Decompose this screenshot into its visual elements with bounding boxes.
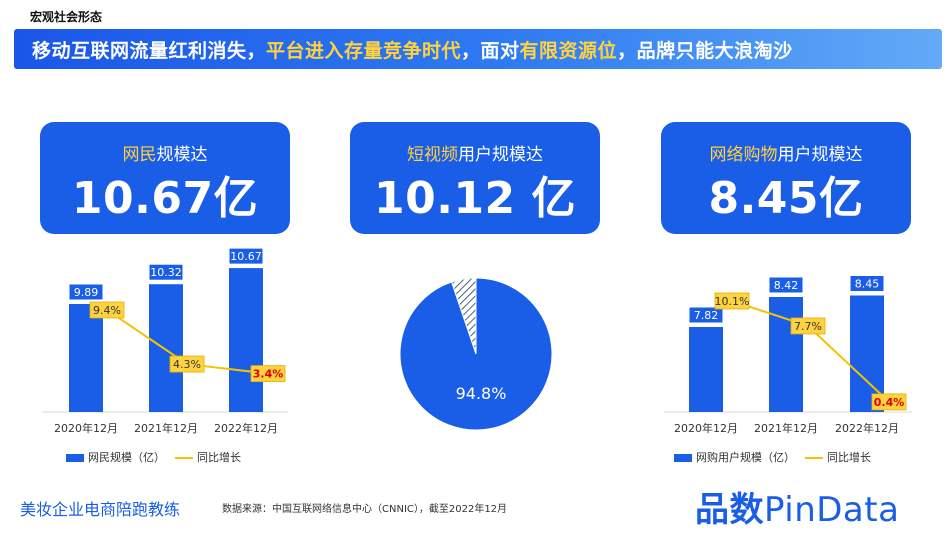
bar [69,304,103,412]
legend-bar-swatch [674,454,692,462]
x-tick-label: 2022年12月 [214,421,278,435]
legend-left: 网民规模（亿） 同比增长 [66,449,241,465]
pindata-logo: 品数PinData [695,482,899,531]
bar-value-label-box [688,306,724,324]
legend-line-swatch [805,457,823,459]
kpi-card-short-video: 短视频用户规模达 10.12 亿 [350,122,600,234]
kpi-value: 10.67亿 [71,173,259,224]
growth-label-box [250,365,286,383]
growth-label-box [790,317,826,335]
bar-value-label-box [849,275,885,292]
bar-value-label: 7.82 [694,309,719,322]
kpi-label-highlight: 短视频 [407,145,458,165]
bar-value-label-box [768,276,804,294]
growth-label-box [89,301,125,319]
legend-right: 网购用户规模（亿） 同比增长 [674,449,871,465]
kpi-value: 10.12 亿 [374,173,576,224]
x-tick-label: 2021年12月 [134,421,198,435]
headline-banner: 移动互联网流量红利消失，平台进入存量竞争时代，面对有限资源位，品牌只能大浪淘沙 [14,29,942,69]
headline-part-1: 移动互联网流量红利消失， [32,40,267,62]
kpi-label: 网络购物用户规模达 [661,140,911,165]
legend-bar-swatch [66,454,84,462]
kpi-label: 短视频用户规模达 [350,140,600,165]
kpi-value: 8.45亿 [708,173,864,224]
kpi-label-highlight: 网络购物 [709,145,778,165]
growth-label: 7.7% [794,320,822,333]
headline-text: 移动互联网流量红利消失，平台进入存量竞争时代，面对有限资源位，品牌只能大浪淘沙 [32,36,793,63]
x-tick-label: 2021年12月 [754,421,818,435]
bar [689,327,723,412]
data-source-note: 数据来源：中国互联网络信息中心（CNNIC），截至2022年12月 [222,504,508,515]
x-tick-label: 2022年12月 [835,421,899,435]
headline-part-5: ，品牌只能大浪淘沙 [617,40,793,62]
headline-highlight-1: 平台进入存量竞争时代 [266,40,462,62]
headline-highlight-2: 有限资源位 [519,40,618,62]
footer-tagline: 美妆企业电商陪跑教练 [20,500,181,519]
bar [769,297,803,412]
x-tick-label: 2020年12月 [674,421,738,435]
growth-label: 0.4% [874,396,905,409]
bar-value-label: 10.67 [230,250,262,263]
bar-value-label: 8.45 [855,278,880,291]
bar-value-label-box [148,263,184,281]
bar [149,284,183,412]
bar-value-label: 9.89 [74,286,99,299]
bar [229,268,263,412]
legend-line-label: 同比增长 [827,451,871,464]
growth-label: 10.1% [715,295,750,308]
pie-slice [450,277,477,355]
x-tick-label: 2020年12月 [54,421,118,435]
kpi-label: 网民规模达 [40,140,290,165]
logo-en: PinData [764,490,900,530]
kpi-label-rest: 规模达 [156,145,208,165]
kpi-label-rest: 用户规模达 [777,145,863,165]
legend-bar-label: 网购用户规模（亿） [696,451,795,464]
kpi-card-online-shopping: 网络购物用户规模达 8.45亿 [661,122,911,234]
bar-value-label-box [228,247,264,265]
logo-cn: 品数 [695,490,764,530]
legend-line-label: 同比增长 [197,451,241,464]
growth-label-box [714,292,750,310]
kpi-card-netizens: 网民规模达 10.67亿 [40,122,290,234]
bar-value-label-box [68,283,104,301]
kpi-label-rest: 用户规模达 [458,145,543,165]
headline-part-3: ，面对 [461,40,520,62]
legend-bar-label: 网民规模（亿） [88,451,165,464]
growth-label-box [871,393,907,411]
growth-label: 4.3% [173,358,201,371]
kpi-label-highlight: 网民 [122,145,157,165]
pie-slice-label: 94.8% [456,384,507,403]
growth-label: 9.4% [93,304,121,317]
growth-label: 3.4% [253,368,284,381]
growth-label-box [169,355,205,373]
legend-line-swatch [175,457,193,459]
bar-value-label: 10.32 [150,266,182,279]
bar-value-label: 8.42 [774,279,799,292]
section-tag: 宏观社会形态 [30,10,103,24]
